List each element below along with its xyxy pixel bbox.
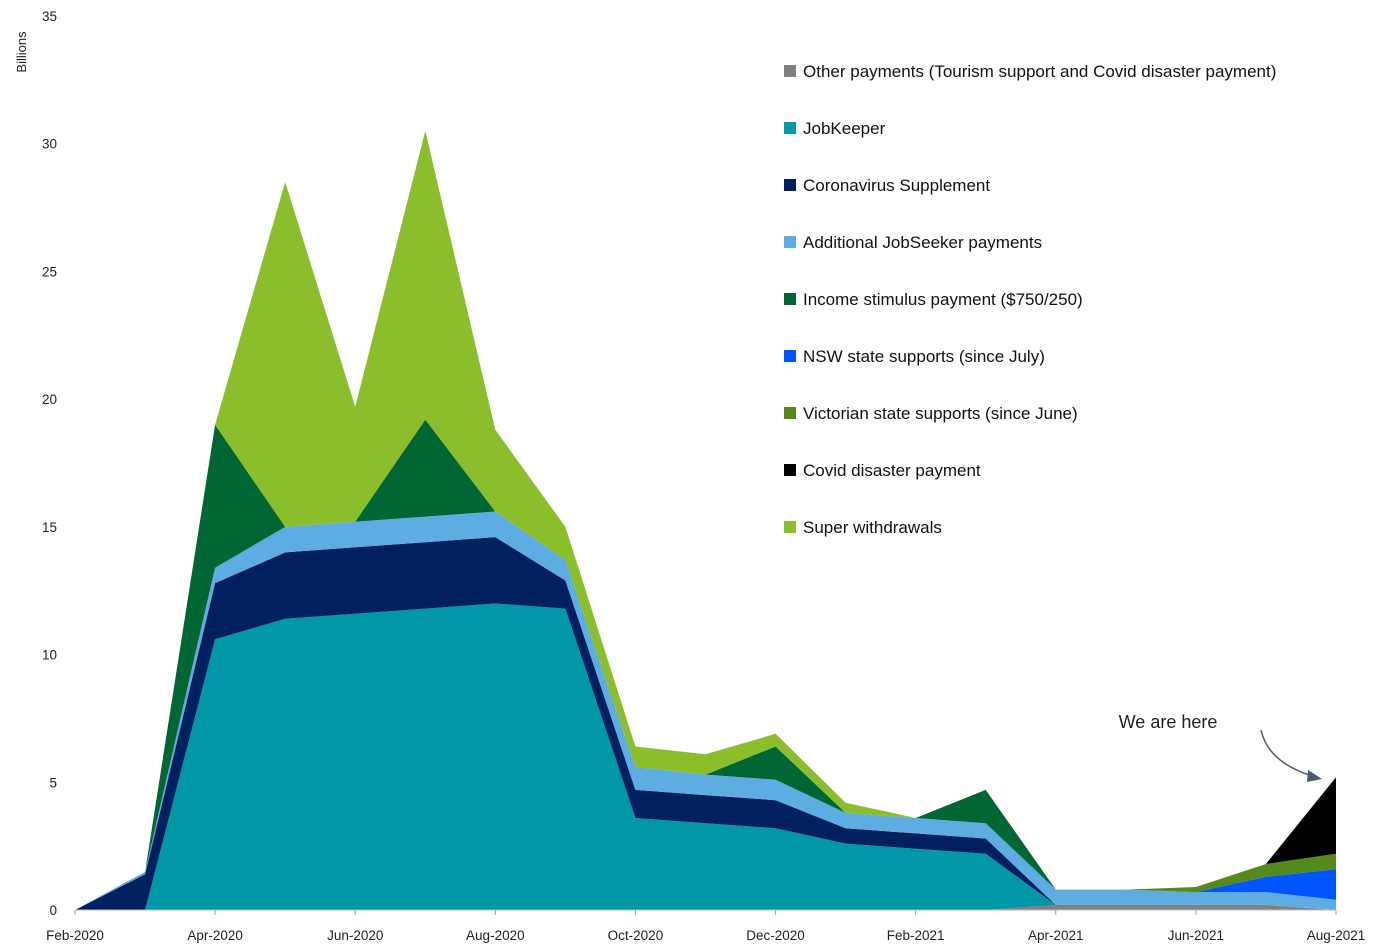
legend-label-coronavirus-supplement: Coronavirus Supplement — [803, 176, 990, 195]
annotation-arrowhead — [1307, 770, 1322, 782]
area-layers — [75, 130, 1336, 910]
x-tick-label: Oct-2020 — [608, 928, 664, 943]
legend-swatch-other-payments-tourism-support-and-covid-disaster-payment — [784, 65, 796, 77]
legend-swatch-super-withdrawals — [784, 521, 796, 533]
legend-label-covid-disaster-payment: Covid disaster payment — [803, 461, 981, 480]
x-axis-ticks: Feb-2020 Apr-2020 Jun-2020 Aug-2020 Oct-2020… — [46, 910, 1365, 943]
x-tick-label: Feb-2020 — [46, 928, 104, 943]
x-tick-label: Feb-2021 — [887, 928, 945, 943]
legend-label-additional-jobseeker-payments: Additional JobSeeker payments — [803, 233, 1042, 252]
legend-label-super-withdrawals: Super withdrawals — [803, 518, 942, 537]
y-axis-label: Billions — [14, 31, 29, 73]
y-tick-label: 5 — [49, 775, 57, 790]
area-jobkeeper — [75, 603, 1336, 910]
y-tick-label: 20 — [42, 392, 57, 407]
x-tick-label: Dec-2020 — [746, 928, 805, 943]
y-axis-ticks: 0 5 10 15 20 25 30 35 — [42, 9, 57, 918]
legend-swatch-nsw-state-supports-since-july — [784, 350, 796, 362]
y-tick-label: 30 — [42, 137, 57, 152]
area-super-withdrawals — [75, 130, 1336, 910]
annotation: We are here — [1119, 712, 1322, 782]
legend-label-jobkeeper: JobKeeper — [803, 119, 886, 138]
y-tick-label: 10 — [42, 648, 57, 663]
y-tick-label: 35 — [42, 9, 57, 24]
legend-label-victorian-state-supports-since-june: Victorian state supports (since June) — [803, 404, 1078, 423]
legend-swatch-victorian-state-supports-since-june — [784, 407, 796, 419]
x-tick-label: Aug-2020 — [466, 928, 525, 943]
legend-swatch-jobkeeper — [784, 122, 796, 134]
x-tick-label: Jun-2020 — [327, 928, 383, 943]
legend-swatch-covid-disaster-payment — [784, 464, 796, 476]
y-tick-label: 25 — [42, 264, 57, 279]
legend-swatch-income-stimulus-payment-750-250 — [784, 293, 796, 305]
legend-swatch-additional-jobseeker-payments — [784, 236, 796, 248]
legend-label-nsw-state-supports-since-july: NSW state supports (since July) — [803, 347, 1045, 366]
legend-label-other-payments-tourism-support-and-covid-disaster-payment: Other payments (Tourism support and Covi… — [803, 62, 1276, 81]
annotation-arrow — [1260, 729, 1313, 777]
y-tick-label: 15 — [42, 520, 57, 535]
x-tick-label: Apr-2021 — [1028, 928, 1084, 943]
legend-label-income-stimulus-payment-750-250: Income stimulus payment ($750/250) — [803, 290, 1083, 309]
annotation-text: We are here — [1119, 712, 1218, 732]
y-tick-label: 0 — [49, 903, 57, 918]
area-other-payments-tourism-support-and-covid-disaster-payment — [75, 904, 1336, 910]
x-tick-label: Jun-2021 — [1168, 928, 1224, 943]
legend-swatch-coronavirus-supplement — [784, 179, 796, 191]
x-tick-label: Apr-2020 — [187, 928, 243, 943]
legend: Other payments (Tourism support and Covi… — [784, 62, 1276, 537]
x-tick-label: Aug-2021 — [1307, 928, 1366, 943]
